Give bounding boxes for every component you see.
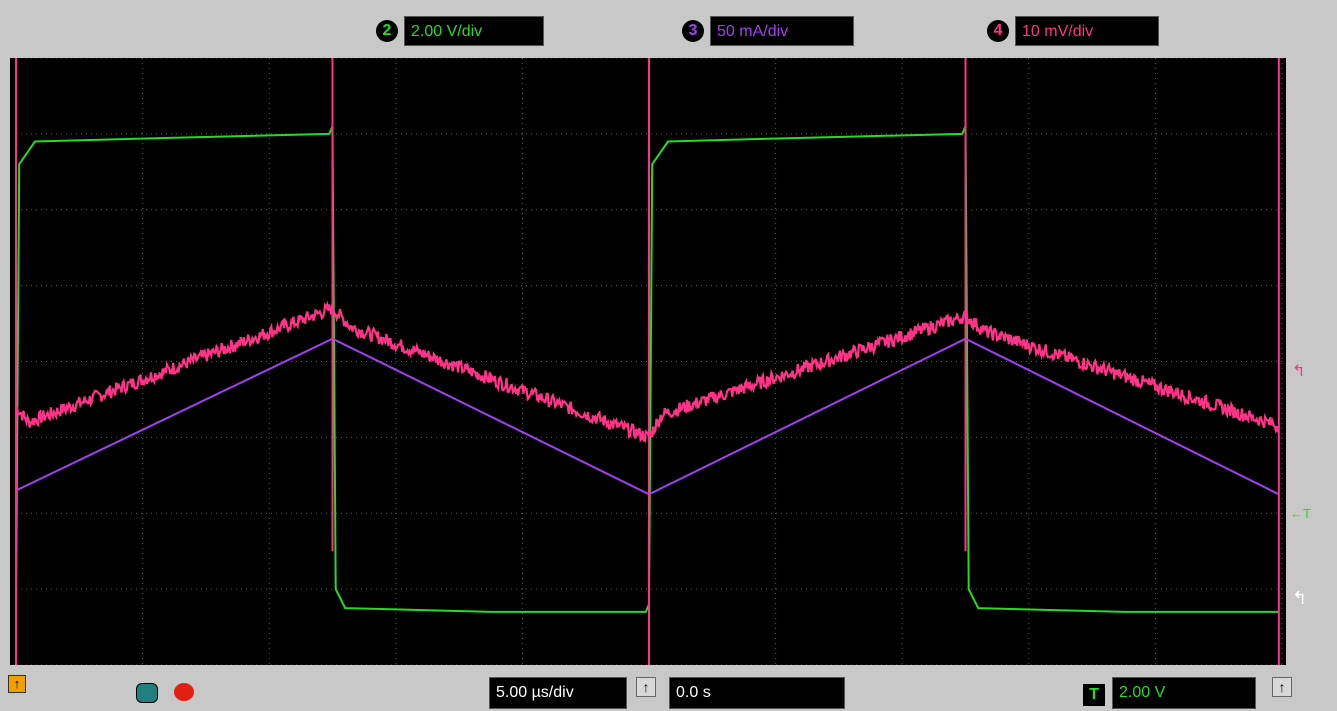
channel-4-indicator[interactable]: 4 10 mV/div (987, 14, 1167, 46)
graticule (15, 58, 1283, 665)
timebase-field[interactable]: 5.00 µs/div (489, 677, 627, 709)
position-arrow-icon[interactable]: ↑ (636, 677, 656, 697)
channel-3-scale: 50 mA/div (710, 16, 854, 46)
waveform-display: ↰ ←T ↰ (0, 58, 1337, 665)
channel-2-scale: 2.00 V/div (404, 16, 544, 46)
timebase-bar: ↑ 5.00 µs/div ↑ 0.0 s T 2.00 V ↑ (0, 665, 1337, 711)
traces (15, 58, 1280, 665)
channel-4-number: 4 (987, 20, 1009, 42)
trigger-source-icon[interactable]: T (1083, 684, 1105, 706)
ch4-trace (15, 300, 1280, 443)
trigger-level-marker[interactable]: ←T (1290, 506, 1311, 521)
channel-2-ref-marker[interactable]: ↰ (1292, 588, 1307, 608)
cyan-run-icon (136, 683, 158, 703)
channel-2-indicator[interactable]: 2 2.00 V/div (376, 14, 556, 46)
channel-scale-bar: 2 2.00 V/div 3 50 mA/div 4 10 mV/div (0, 0, 1337, 58)
run-arrow-icon[interactable]: ↑ (8, 675, 26, 693)
channel-2-number: 2 (376, 20, 398, 42)
trigger-arrow-icon[interactable]: ↑ (1272, 677, 1292, 697)
red-stop-icon (174, 683, 194, 701)
channel-3-number: 3 (682, 20, 704, 42)
channel-4-ref-marker[interactable]: ↰ (1292, 363, 1305, 380)
trigger-level-field[interactable]: 2.00 V (1112, 677, 1256, 709)
horizontal-position-field[interactable]: 0.0 s (669, 677, 845, 709)
channel-3-indicator[interactable]: 3 50 mA/div (682, 14, 862, 46)
ch2-trace (15, 125, 1279, 613)
acquisition-indicator[interactable] (136, 683, 194, 703)
channel-4-scale: 10 mV/div (1015, 16, 1159, 46)
